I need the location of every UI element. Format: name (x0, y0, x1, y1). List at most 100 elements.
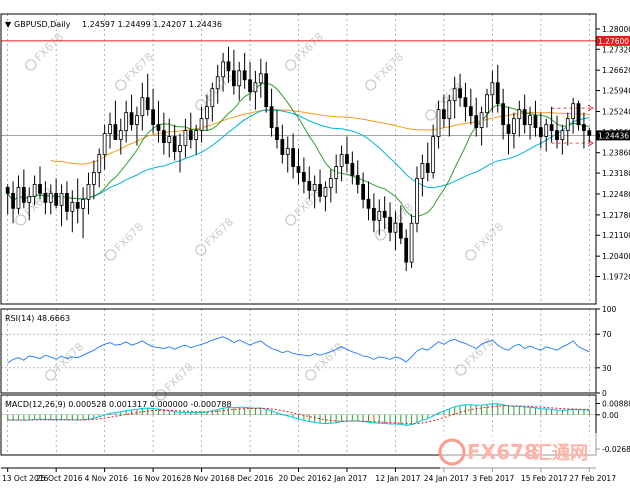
candle-body (161, 130, 166, 143)
y-tick-label: 1.19720 (602, 272, 630, 281)
rsi-y-tick-label: 100 (602, 305, 617, 314)
candle-body (506, 124, 511, 134)
candle-body (452, 88, 457, 102)
macd-signal-line (7, 405, 590, 425)
y-tick-label: 1.20400 (602, 252, 630, 261)
x-tick-label: 28 Nov 2016 (182, 474, 230, 483)
candle-body (538, 127, 543, 137)
y-tick-label: 1.25240 (602, 107, 630, 116)
rsi-line (7, 336, 590, 364)
x-tick-label: 8 Dec 2016 (230, 474, 273, 483)
candle-body (323, 187, 328, 197)
resistance-badge-label: 1.27600 (598, 37, 629, 46)
symbol-title: GBPUSD,Daily (14, 20, 71, 29)
rsi-title: RSI(14) 48.6663 (5, 314, 70, 323)
candle-body (172, 136, 177, 152)
candle-body (21, 187, 26, 203)
candle-body (32, 184, 37, 197)
candle-body (544, 124, 549, 137)
watermark-mark (195, 99, 207, 111)
candle-body (517, 109, 522, 120)
candle-body (420, 163, 425, 179)
candle-body (280, 139, 285, 155)
candle-body (210, 88, 215, 108)
watermark-text: FX678 (372, 50, 406, 84)
x-tick-label: 13 Oct 2016 (2, 474, 49, 483)
candle-body (377, 210, 382, 221)
candle-body (555, 130, 559, 140)
watermark-mark (25, 59, 37, 71)
candle-body (393, 222, 398, 233)
candle-body (215, 76, 220, 90)
y-tick-label: 1.27320 (602, 45, 630, 54)
candle-body (43, 192, 48, 203)
candle-body (118, 130, 123, 140)
candle-body (48, 192, 53, 203)
watermark-text: FX678 (312, 340, 346, 374)
candle-body (447, 100, 452, 120)
candle-body (237, 70, 242, 87)
watermark: FX678 (305, 340, 346, 381)
candle-body (38, 184, 42, 194)
candle-body (113, 124, 118, 140)
x-tick-label: 4 Nov 2016 (85, 474, 128, 483)
watermark: FX678 (105, 220, 146, 261)
candle-body (302, 172, 306, 182)
y-tick-label: 1.23860 (602, 149, 630, 158)
candle-body (102, 133, 107, 155)
watermark-mark (105, 249, 117, 261)
y-tick-label: 1.22480 (602, 190, 630, 199)
candle-body (404, 237, 409, 263)
symbol-title-arrow: ▼ (5, 20, 12, 29)
candle-body (361, 184, 366, 200)
watermark: FX678 (195, 70, 236, 111)
macd-title: MACD(12,26,9) 0.000528 0.001317 0.000000… (5, 400, 232, 409)
fx678-logo: FX678 汇通网 (438, 433, 600, 473)
watermark-text: FX678 (292, 30, 326, 64)
macd-panel-frame (0, 394, 597, 456)
candle-body (474, 115, 479, 129)
watermark-text: FX678 (32, 30, 66, 64)
candle-body (409, 222, 414, 263)
candle-body (135, 115, 139, 126)
watermark-mark (45, 369, 57, 381)
y-tick-label: 1.28000 (602, 25, 630, 34)
candle-body (75, 201, 80, 209)
candle-body (350, 163, 355, 176)
candle-body (576, 103, 581, 126)
watermark-mark (115, 79, 127, 91)
current-price-badge (596, 130, 630, 141)
candle-body (382, 210, 387, 218)
watermark: FX678 (195, 215, 236, 256)
candle-body (485, 94, 489, 114)
candle-body (366, 198, 371, 209)
resistance-badge (596, 35, 630, 46)
candle-body (97, 154, 102, 173)
candle-body (167, 136, 172, 143)
candle-body (296, 166, 301, 173)
rsi-y-tick-label: 0 (602, 389, 607, 398)
watermark: FX678 (115, 50, 156, 91)
macd-y-tick-label: 0.00 (602, 411, 619, 420)
watermark-mark (375, 229, 387, 241)
candle-body (145, 97, 150, 111)
candle-body (226, 61, 231, 72)
candle-body (501, 103, 506, 126)
x-tick-label: 27 Feb 2017 (569, 474, 616, 483)
x-tick-label: 16 Nov 2016 (133, 474, 181, 483)
candle-body (587, 130, 592, 136)
y-tick-label: 1.25940 (602, 87, 630, 96)
x-tick-label: 15 Feb 2017 (521, 474, 568, 483)
watermark-mark (455, 364, 467, 376)
candle-body (188, 130, 193, 140)
candle-body (436, 109, 441, 137)
candle-body (565, 118, 570, 131)
candle-body (151, 109, 155, 126)
watermark-text: FX678 (52, 340, 86, 374)
candle-body (65, 192, 69, 212)
candle-body (183, 130, 188, 146)
watermark: FX678 (25, 30, 66, 71)
candle-body (221, 61, 225, 78)
candle-body (549, 124, 554, 131)
candle-body (355, 175, 360, 185)
